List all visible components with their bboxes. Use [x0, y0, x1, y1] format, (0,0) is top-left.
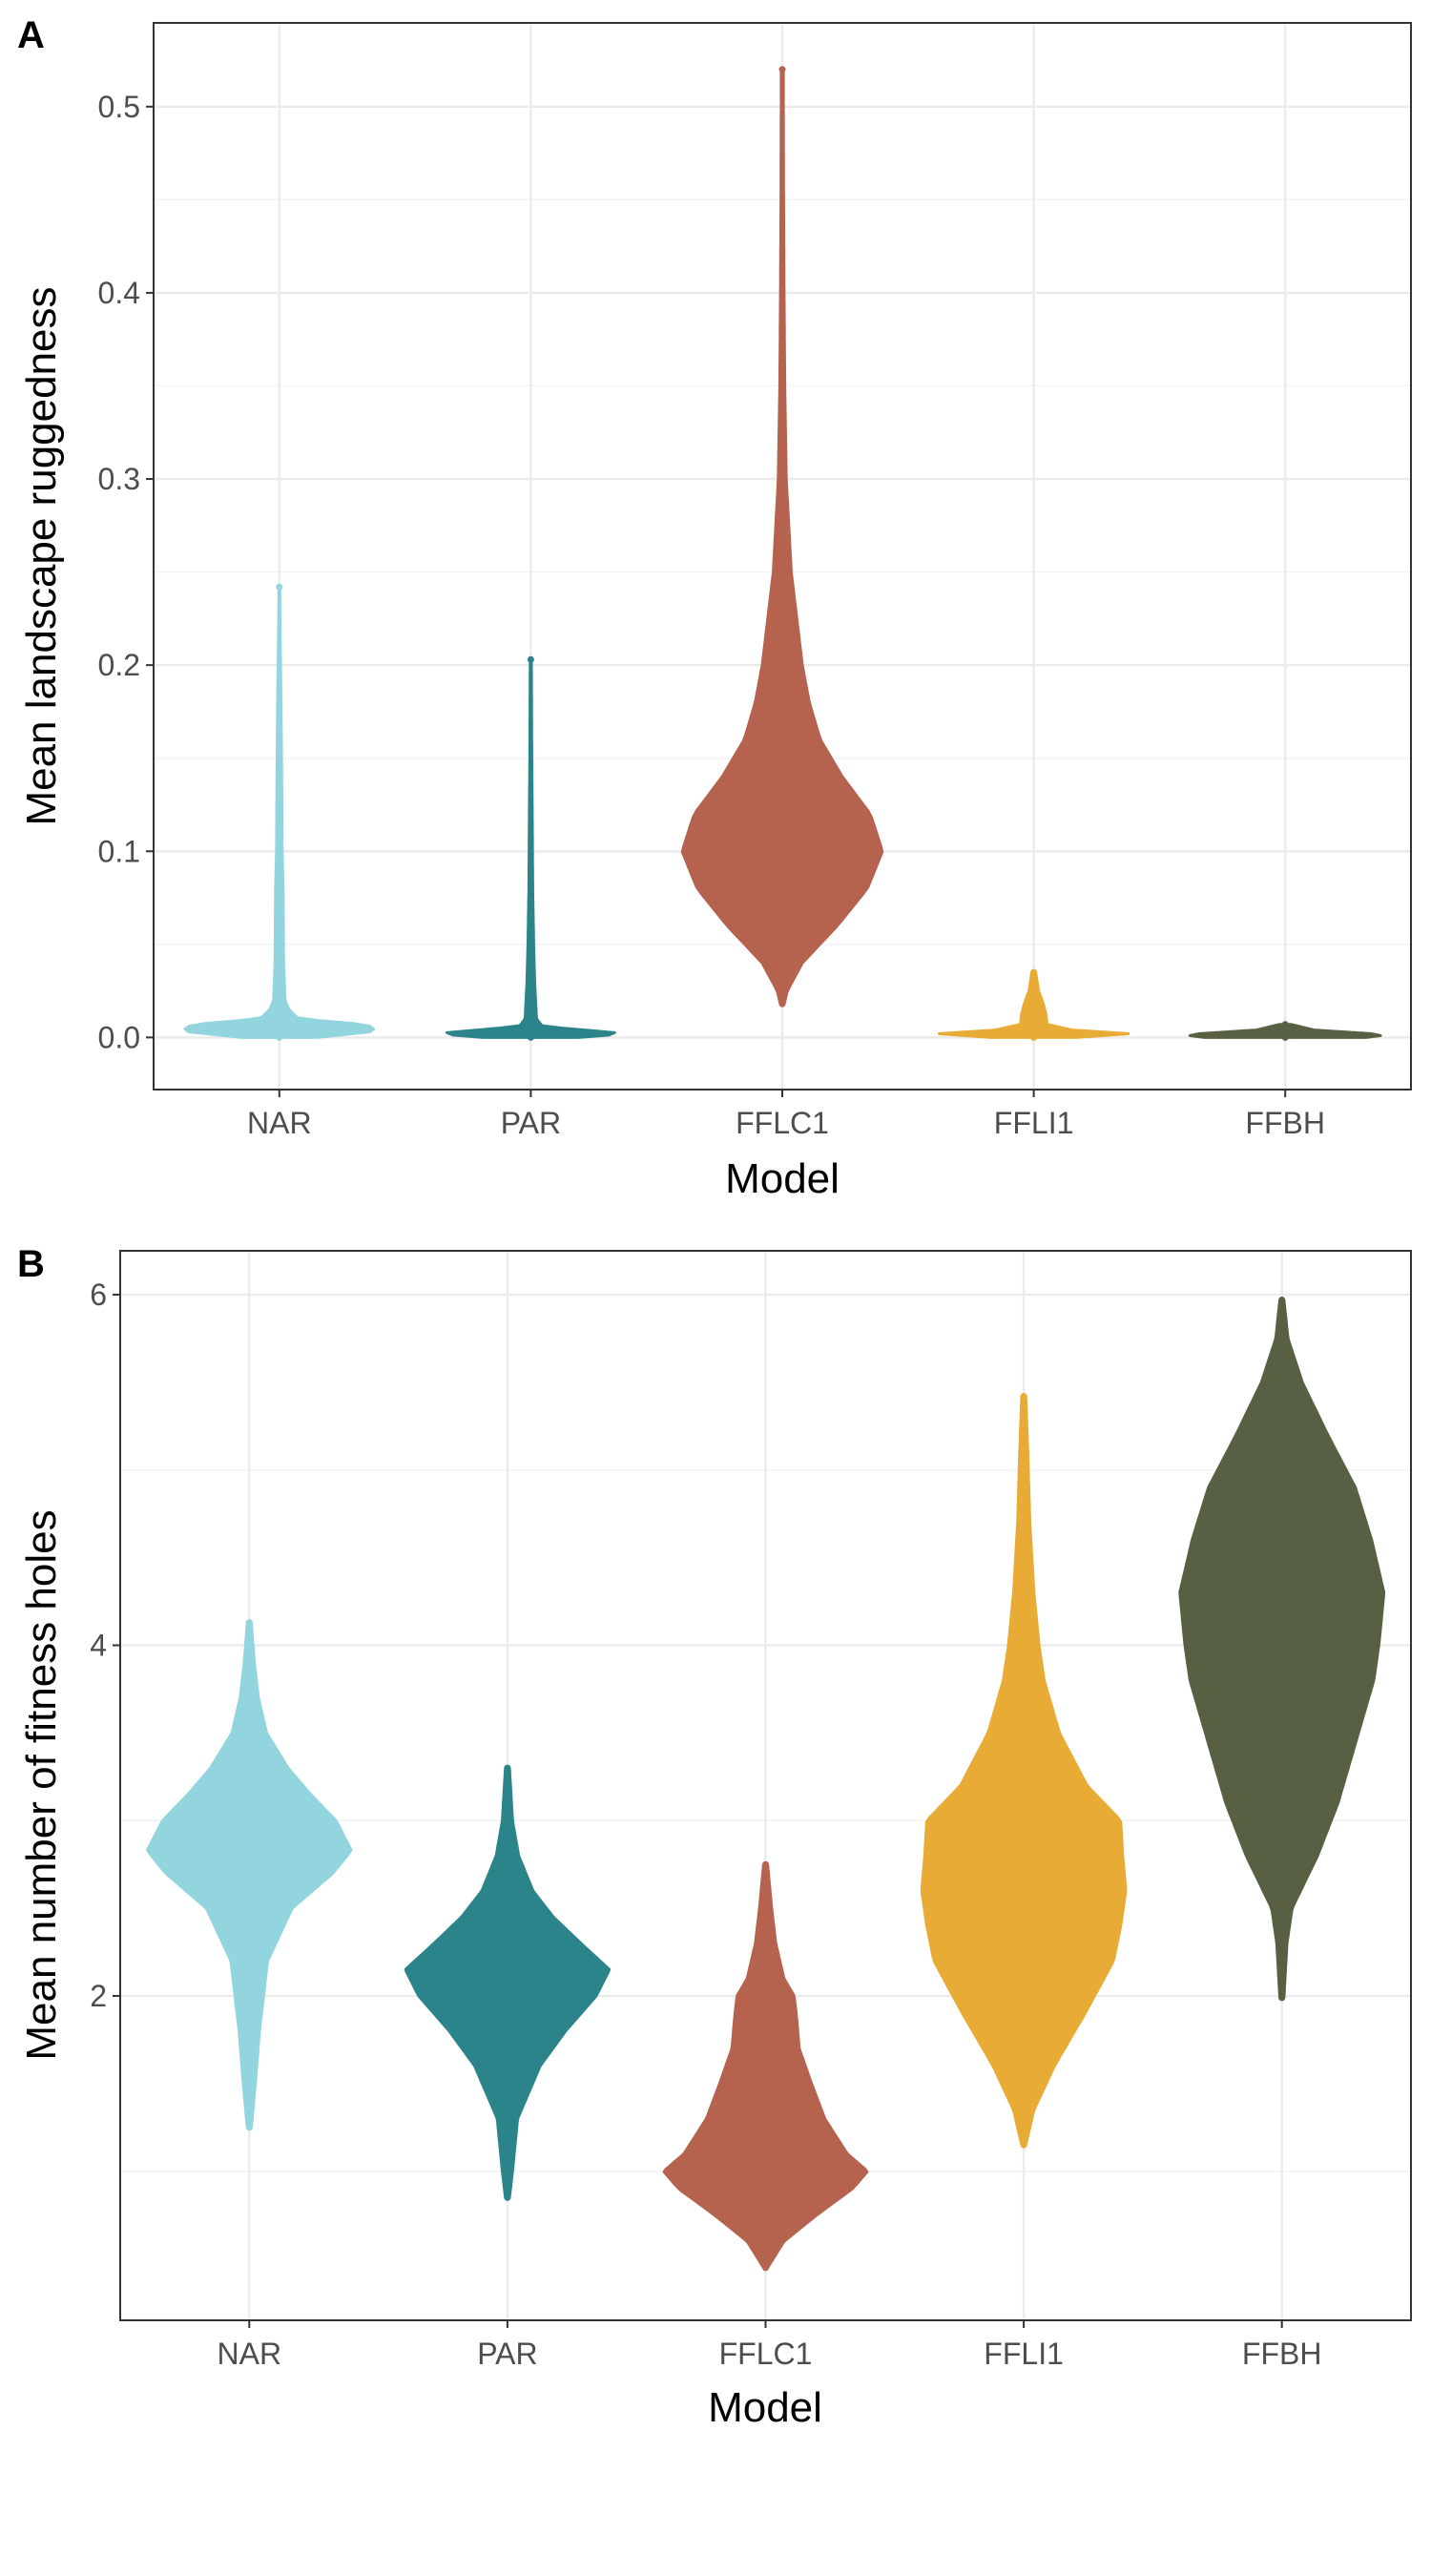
panel-b-y-tick-label-0: 2 — [90, 1979, 107, 2013]
panel-b-violin-nar-extreme-point-0 — [245, 2124, 253, 2131]
panel-b-violin-fflc1-extreme-point-0 — [762, 2264, 769, 2272]
panel-a-violin-ffbh-extreme-point-1 — [1281, 1021, 1289, 1028]
panel-b: B 2 4 6 NAR PAR FFLC1 FFLI1 FFBH Model Mean num… — [17, 1243, 1412, 2431]
panel-b-x-tick-label-ffbh: FFBH — [1242, 2337, 1322, 2371]
panel-b-violins — [146, 1296, 1386, 2272]
panel-b-x-tick-label-nar: NAR — [218, 2337, 282, 2371]
panel-b-violin-ffli1-extreme-point-1 — [1020, 1393, 1027, 1401]
panel-a-violin-ffli1-extreme-point-1 — [1030, 968, 1038, 976]
panel-a-axes: 0.0 0.1 0.2 0.3 0.4 0.5 NAR PAR FFLC1 FFLI1 FFBH — [98, 90, 1325, 1140]
panel-a-violin-ffbh-extreme-point-0 — [1281, 1033, 1289, 1041]
panel-a-violin-par-extreme-point-0 — [527, 1033, 534, 1041]
panel-a-violin-nar-extreme-point-0 — [276, 1033, 283, 1041]
panel-b-y-tick-label-2: 6 — [90, 1278, 107, 1312]
panel-a-letter: A — [17, 14, 45, 56]
panel-b-violin-par-extreme-point-0 — [504, 2193, 511, 2201]
panel-a-y-axis-title: Mean landscape ruggedness — [18, 286, 65, 825]
panel-a-y-tick-label-4: 0.4 — [98, 276, 140, 310]
panel-b-x-tick-label-par: PAR — [477, 2337, 537, 2371]
panel-b-violin-ffbh-extreme-point-1 — [1278, 1296, 1286, 1303]
panel-a-y-tick-label-2: 0.2 — [98, 648, 140, 682]
panel-a-y-tick-label-3: 0.3 — [98, 462, 140, 496]
panel-a-violin-ffbh — [1188, 1023, 1382, 1039]
panel-a-violin-ffli1-extreme-point-0 — [1030, 1033, 1038, 1041]
panel-a-violin-fflc1-extreme-point-1 — [778, 66, 786, 73]
panel-b-violin-par-extreme-point-1 — [504, 1764, 511, 1772]
panel-a-x-tick-label-ffli1: FFLI1 — [994, 1106, 1074, 1140]
panel-b-y-axis-title: Mean number of fitness holes — [18, 1509, 65, 2060]
panel-b-violin-fflc1-extreme-point-1 — [762, 1860, 769, 1868]
panel-a-x-tick-label-fflc1: FFLC1 — [736, 1106, 829, 1140]
panel-a-y-tick-label-1: 0.1 — [98, 834, 140, 868]
panel-b-violin-ffbh-extreme-point-0 — [1278, 1994, 1286, 2002]
panel-a-x-tick-label-nar: NAR — [247, 1106, 312, 1140]
panel-a: A 0.0 0.1 0.2 0.3 0.4 0.5 NAR PAR FFLC1 FFLI1 FFBH… — [17, 14, 1412, 1202]
panel-b-violin-ffli1-extreme-point-0 — [1020, 2141, 1027, 2149]
panel-a-x-tick-label-par: PAR — [501, 1106, 561, 1140]
panel-a-y-tick-label-0: 0.0 — [98, 1020, 140, 1054]
panel-b-x-axis-title: Model — [708, 2384, 822, 2431]
panel-b-x-tick-label-fflc1: FFLC1 — [719, 2337, 813, 2371]
panel-a-x-axis-title: Model — [725, 1155, 840, 1202]
panel-b-letter: B — [17, 1243, 45, 1285]
panel-b-axes: 2 4 6 NAR PAR FFLC1 FFLI1 FFBH — [90, 1278, 1321, 2371]
panel-a-violins — [183, 66, 1382, 1041]
panel-a-violin-fflc1-extreme-point-0 — [778, 1000, 786, 1008]
panel-a-violin-par-extreme-point-1 — [527, 655, 534, 663]
panel-b-y-tick-label-1: 4 — [90, 1628, 107, 1662]
panel-a-y-tick-label-5: 0.5 — [98, 90, 140, 124]
panel-b-violin-nar-extreme-point-1 — [245, 1619, 253, 1627]
panel-b-x-tick-label-ffli1: FFLI1 — [984, 2337, 1064, 2371]
panel-a-x-tick-label-ffbh: FFBH — [1245, 1106, 1325, 1140]
panel-a-violin-nar-extreme-point-1 — [276, 583, 283, 591]
